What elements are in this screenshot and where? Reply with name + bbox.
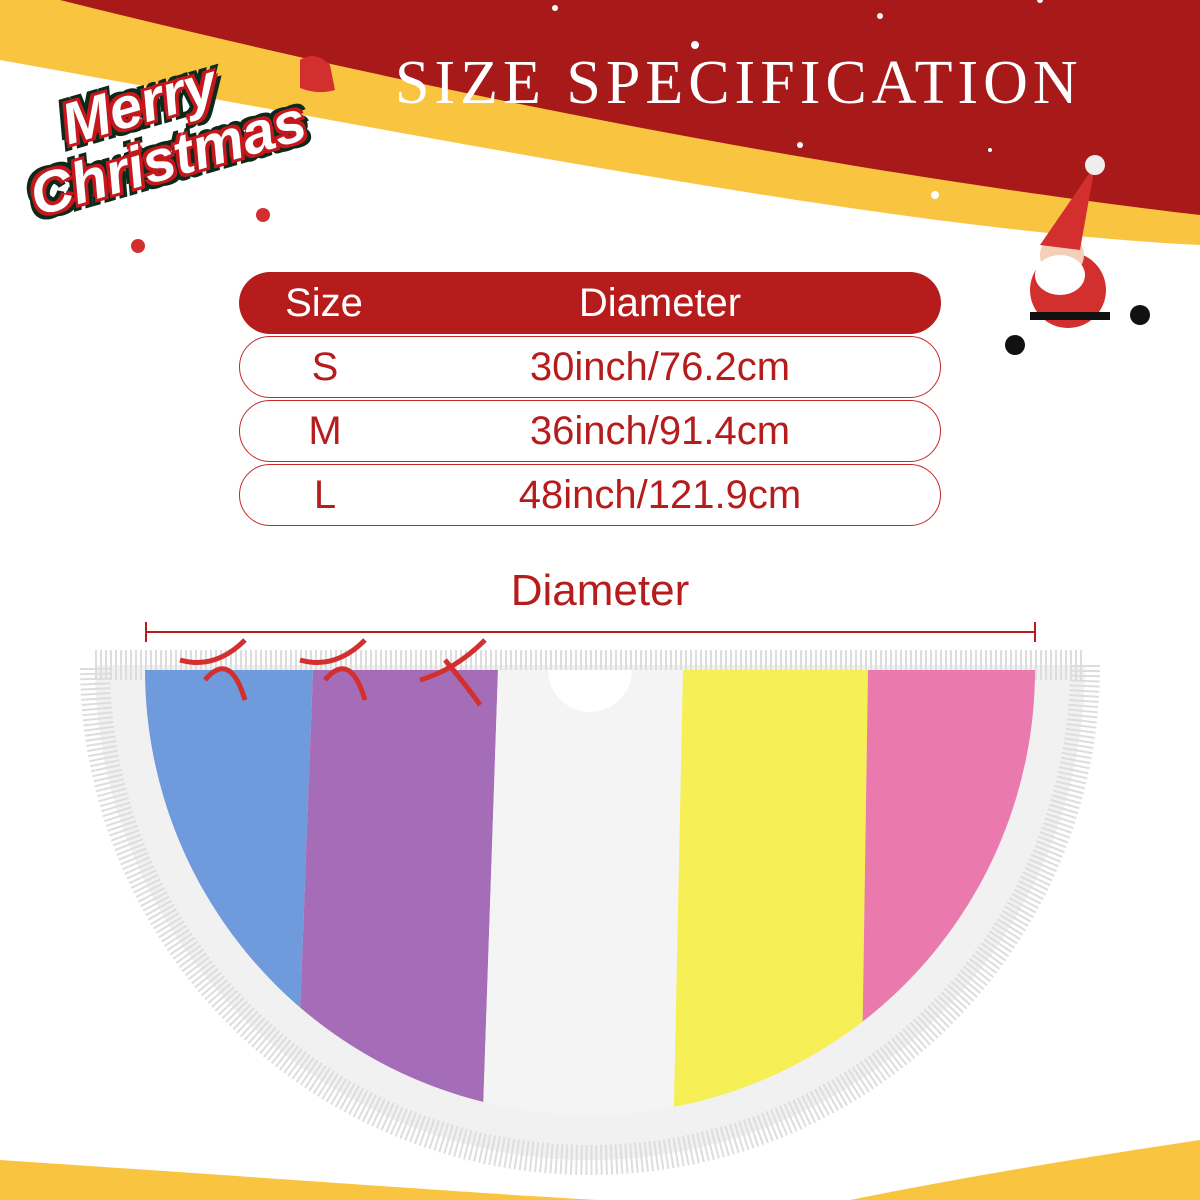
size-cell: L [313,472,337,517]
diameter-label: Diameter [510,566,690,615]
table-row: M 36inch/91.4cm [239,400,941,462]
size-cell: M [308,408,342,453]
red-banner [60,0,1200,215]
diameter-cell: 48inch/121.9cm [518,472,802,517]
page-title: SIZE SPECIFICATION [395,49,1083,117]
gold-corner-right [850,1140,1200,1200]
diameter-cell: 30inch/76.2cm [529,344,791,389]
table-header: Size Diameter [239,272,941,334]
size-cell: S [311,344,339,389]
santa-illustration [1005,155,1150,355]
diameter-line [145,622,1036,642]
gold-corner-left [0,1160,600,1200]
table-row: L 48inch/121.9cm [239,464,941,526]
header-diameter: Diameter [578,280,742,325]
ribbon-ties [179,638,487,707]
table-row: S 30inch/76.2cm [239,336,941,398]
snow-dots [552,0,1043,199]
stripe-white [480,670,683,1115]
center-hole [548,670,632,712]
ornaments [131,56,335,253]
header-size: Size [285,280,363,325]
size-table: Size Diameter S 30inch/76.2cm M 36inch/9… [239,272,941,526]
diameter-cell: 36inch/91.4cm [529,408,791,453]
